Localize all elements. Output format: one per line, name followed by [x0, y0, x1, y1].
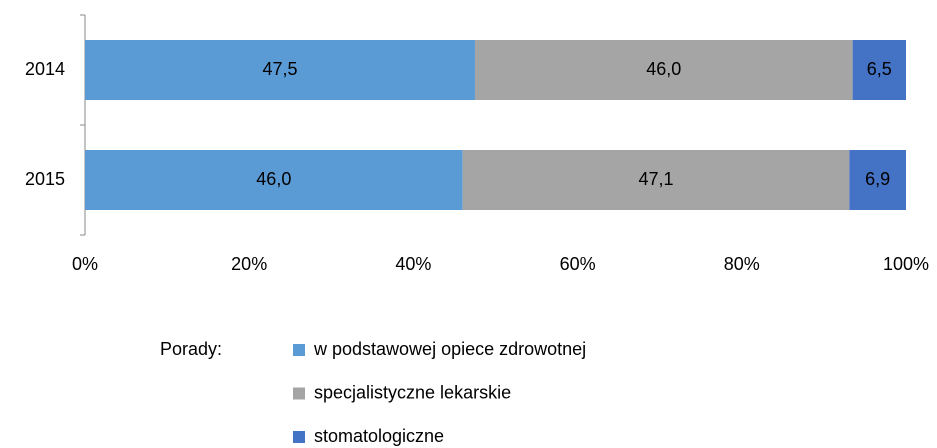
x-tick-label: 0% [72, 254, 98, 274]
bar-segment [852, 40, 906, 100]
x-tick-label: 40% [395, 254, 431, 274]
y-tick-label: 2015 [25, 169, 65, 189]
data-label: 6,9 [865, 169, 890, 189]
legend-swatch [293, 387, 305, 400]
data-label: 6,5 [867, 59, 892, 79]
bar-segment [462, 150, 850, 210]
legend-swatch [293, 344, 305, 356]
x-tick-label: 100% [883, 254, 929, 274]
legend-label: specjalistyczne lekarskie [314, 382, 511, 402]
x-tick-label: 60% [560, 254, 596, 274]
data-label: 46,0 [646, 59, 681, 79]
bar-segment [849, 150, 906, 210]
x-tick-label: 80% [724, 254, 760, 274]
data-label: 46,0 [256, 169, 291, 189]
bar-segment [85, 40, 475, 100]
bar-segment [85, 150, 463, 210]
x-tick-label: 20% [231, 254, 267, 274]
legend-label: w podstawowej opiece zdrowotnej [313, 339, 586, 359]
data-label: 47,1 [638, 169, 673, 189]
y-tick-label: 2014 [25, 59, 65, 79]
bar-segment [474, 40, 853, 100]
legend-label: stomatologiczne [314, 426, 444, 446]
legend-title: Porady: [160, 339, 222, 359]
legend-swatch [293, 431, 305, 443]
data-label: 47,5 [262, 59, 297, 79]
